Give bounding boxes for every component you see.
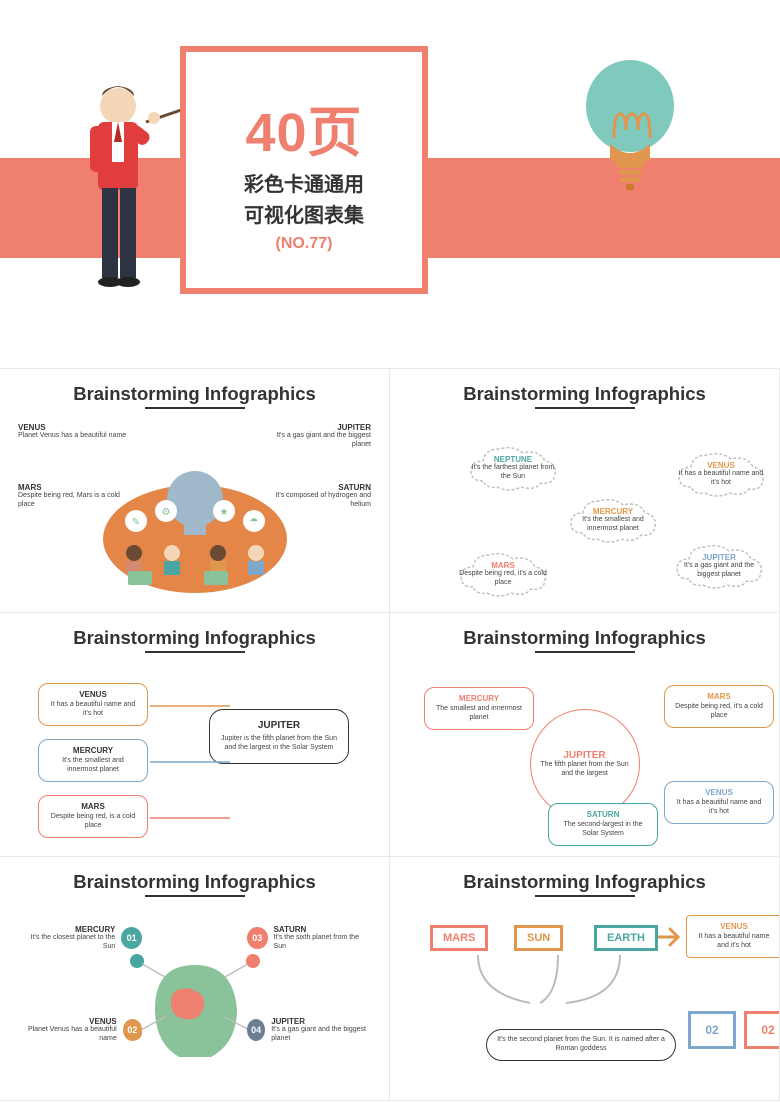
slide2-body: NEPTUNEIt's the farthest planet from the… — [408, 419, 761, 599]
title-underline — [145, 651, 245, 653]
box-02-0: 02 — [688, 1011, 736, 1049]
hero-card: 40页 彩色卡通通用 可视化图表集 (NO.77) — [180, 46, 428, 294]
slide-title: Brainstorming Infographics — [18, 383, 371, 405]
cloud-mars: MARSDespite being red, it's a cold place — [448, 547, 558, 603]
slide-grid: Brainstorming Infographics VENUS Planet … — [0, 368, 780, 1101]
bulb-icon — [570, 52, 690, 202]
bubble-venus: VENUSIt has a beautiful name and it's ho… — [664, 781, 774, 824]
slide4-body: JUPITER The fifth planet from the Sun an… — [408, 663, 761, 843]
hero-big: 40页 — [245, 88, 362, 167]
title-underline — [535, 651, 635, 653]
slide5-body: MERCURYIt's the closest planet to the Su… — [18, 907, 371, 1087]
bubble-saturn: SATURNThe second-largest in the Solar Sy… — [548, 803, 658, 846]
slide3-body: JUPITER Jupiter is the fifth planet from… — [18, 663, 371, 843]
cloud-mercury: MERCURYIt's the smallest and innermost p… — [558, 493, 668, 549]
cloud-jupiter: JUPITERIt's a gas giant and the biggest … — [664, 539, 774, 595]
s3-center: JUPITER Jupiter is the fifth planet from… — [209, 709, 349, 764]
slide1-body: VENUS Planet Venus has a beautiful name … — [18, 419, 371, 599]
s1-illustration-icon: ✎ ⚙ ★ ☂ — [100, 463, 290, 593]
arrow-icon — [656, 925, 686, 949]
frame-mars: MARS — [430, 925, 488, 951]
slide-5: Brainstorming Infographics MERCURYIt's t… — [0, 857, 390, 1101]
s5-item-venus: VENUSPlanet Venus has a beautiful name02 — [22, 1017, 142, 1044]
title-underline — [145, 895, 245, 897]
box-02-1: 02 — [744, 1011, 780, 1049]
s5-item-saturn: 03SATURNIt's the sixth planet from the S… — [247, 925, 367, 952]
slide-4: Brainstorming Infographics JUPITER The f… — [390, 613, 780, 857]
svg-text:★: ★ — [219, 507, 228, 518]
cloud-neptune: NEPTUNEIt's the farthest planet from the… — [458, 441, 568, 497]
slide-title: Brainstorming Infographics — [18, 871, 371, 893]
hero-no: (NO.77) — [276, 235, 333, 253]
s1-jupiter: JUPITER It's a gas giant and the biggest… — [261, 423, 371, 450]
hero-sub2: 可视化图表集 — [244, 204, 364, 229]
bubble-mercury: MERCURYThe smallest and innermost planet — [424, 687, 534, 730]
caption-box: It's the second planet from the Sun. It … — [486, 1029, 676, 1061]
slide6-body: MARSSUNEARTHVENUSIt has a beautiful name… — [408, 907, 761, 1087]
title-underline — [535, 407, 635, 409]
title-underline — [145, 407, 245, 409]
slide-title: Brainstorming Infographics — [408, 383, 761, 405]
bubble-mars: MARSDespite being red, is a cold place — [38, 795, 148, 838]
cloud-venus: VENUSIt has a beautiful name and it's ho… — [666, 447, 776, 503]
connector-icon — [470, 953, 630, 1033]
hero-sub1: 彩色卡通通用 — [244, 173, 364, 198]
frame-earth: EARTH — [594, 925, 658, 951]
slide-3: Brainstorming Infographics JUPITER Jupit… — [0, 613, 390, 857]
svg-text:⚙: ⚙ — [161, 507, 170, 518]
slide-title: Brainstorming Infographics — [408, 871, 761, 893]
slide-title: Brainstorming Infographics — [18, 627, 371, 649]
svg-text:✎: ✎ — [131, 517, 139, 528]
title-underline — [535, 895, 635, 897]
frame-sun: SUN — [514, 925, 563, 951]
s5-item-mercury: MERCURYIt's the closest planet to the Su… — [22, 925, 142, 952]
slide-2: Brainstorming Infographics NEPTUNEIt's t… — [390, 369, 780, 613]
frame-venus: VENUSIt has a beautiful name and it's ho… — [686, 915, 780, 958]
bubble-mercury: MERCURYIt's the smallest and innermost p… — [38, 739, 148, 782]
slide-title: Brainstorming Infographics — [408, 627, 761, 649]
slide-1: Brainstorming Infographics VENUS Planet … — [0, 369, 390, 613]
hero-slide: 40页 彩色卡通通用 可视化图表集 (NO.77) — [0, 0, 780, 368]
bubble-venus: VENUSIt has a beautiful name and it's ho… — [38, 683, 148, 726]
slide-6: Brainstorming Infographics MARS SUN EARTH V… — [390, 857, 780, 1101]
head-network-icon — [125, 947, 265, 1067]
s1-venus: VENUS Planet Venus has a beautiful name — [18, 423, 128, 441]
s5-item-jupiter: 04JUPITERIt's a gas giant and the bigges… — [247, 1017, 367, 1044]
svg-text:☂: ☂ — [249, 517, 258, 528]
bubble-mars: MARSDespite being red, it's a cold place — [664, 685, 774, 728]
